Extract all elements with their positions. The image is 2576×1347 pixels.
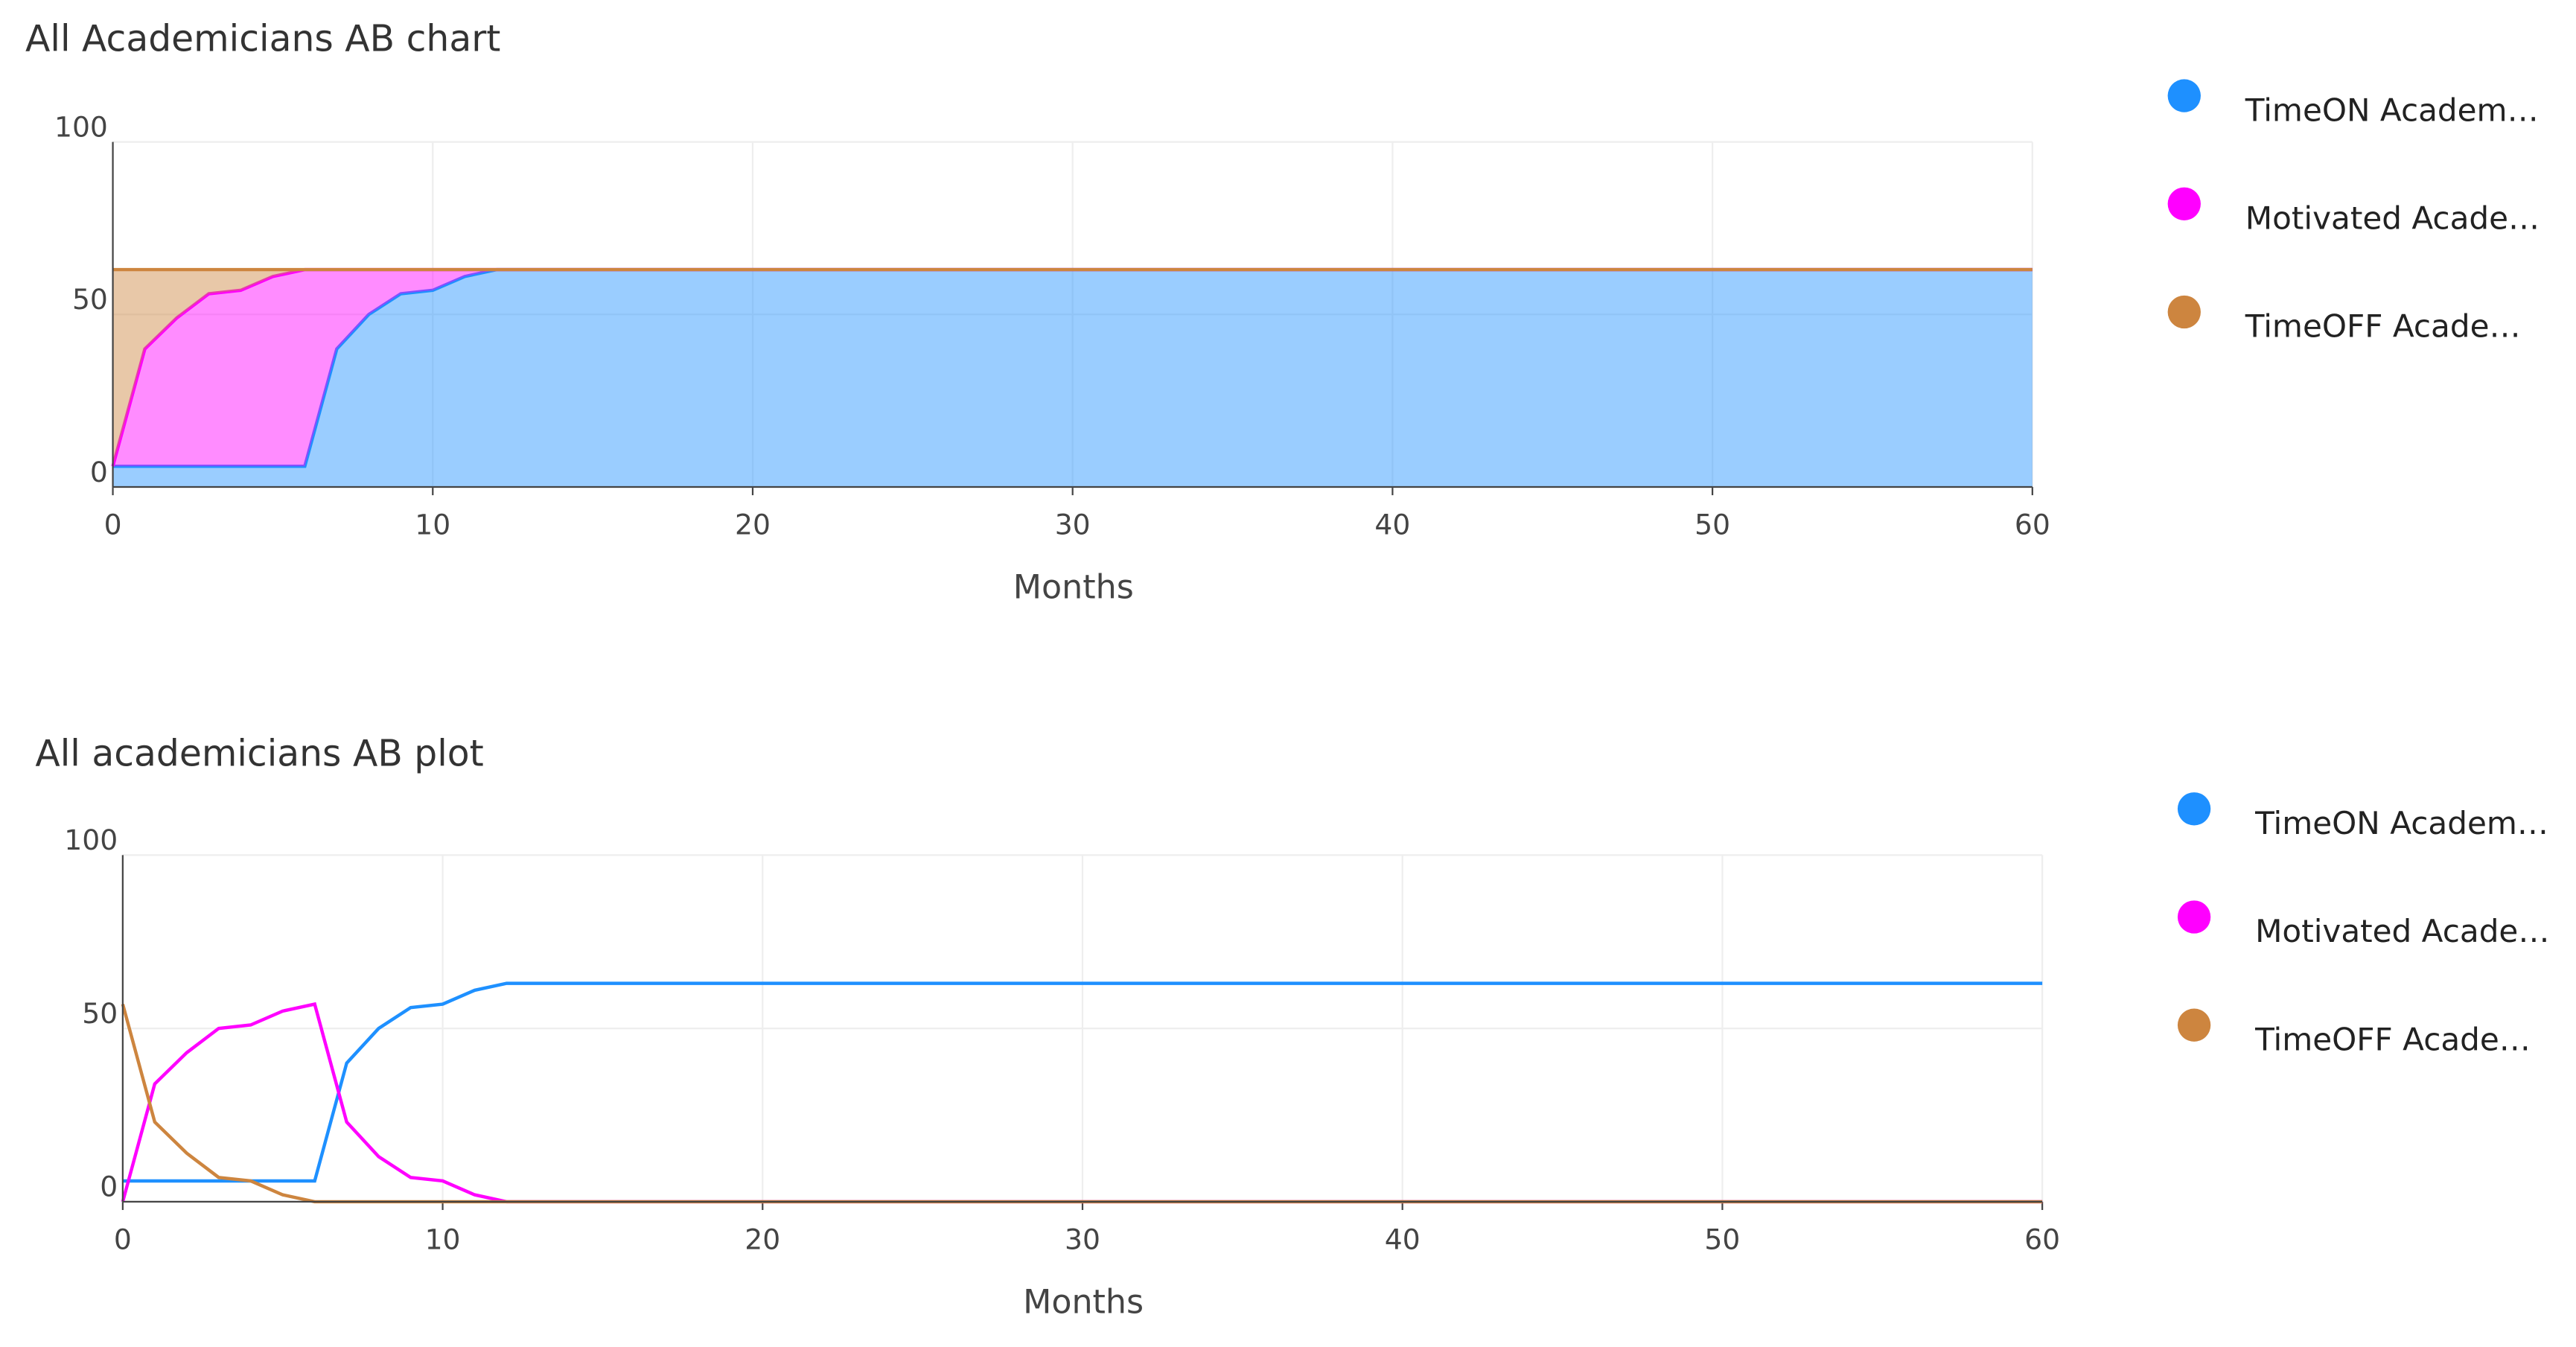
x-axis-title: Months [1013, 568, 1134, 606]
x-axis-title: Months [1023, 1283, 1144, 1321]
area-line [112, 267, 2033, 468]
x-tick-label: 40 [1374, 509, 1410, 541]
area-fill [112, 270, 2033, 467]
legend-label: TimeOFF Acade… [2254, 1021, 2531, 1057]
legend-marker [2167, 79, 2201, 112]
y-tick-label: 0 [100, 1171, 118, 1203]
legend-label: TimeOFF Acade… [2245, 308, 2521, 345]
legend-label: TimeON Academ… [2254, 805, 2548, 841]
x-tick-label: 60 [2015, 509, 2050, 541]
area-fill [112, 270, 2033, 487]
y-tick-label: 0 [90, 456, 108, 488]
x-tick-label: 10 [425, 1223, 461, 1256]
y-tick-label: 100 [64, 824, 118, 856]
x-tick-label: 50 [1704, 1223, 1740, 1256]
x-tick-label: 50 [1695, 509, 1730, 541]
legend-label: Motivated Acade… [2245, 200, 2540, 236]
legend-label: Motivated Acade… [2255, 913, 2549, 949]
legend-marker [2167, 295, 2201, 329]
x-tick-label: 20 [745, 1223, 780, 1256]
x-tick-label: 0 [114, 1223, 132, 1256]
x-tick-label: 20 [735, 509, 771, 541]
x-tick-label: 10 [415, 509, 450, 541]
legend-label: TimeON Academ… [2245, 92, 2539, 128]
line [121, 1002, 2043, 1204]
x-tick-label: 0 [104, 509, 122, 541]
legend-marker [2177, 1008, 2211, 1042]
legend-marker [2177, 900, 2211, 934]
x-tick-label: 60 [2024, 1223, 2060, 1256]
legend-marker [2177, 792, 2211, 826]
y-tick-label: 50 [82, 997, 118, 1030]
y-tick-label: 100 [54, 110, 108, 143]
line [122, 981, 2043, 1183]
x-tick-label: 30 [1065, 1223, 1100, 1256]
legend-marker [2167, 187, 2201, 220]
x-tick-label: 30 [1055, 509, 1091, 541]
chart-title: All academicians AB plot [35, 732, 483, 774]
y-tick-label: 50 [72, 283, 108, 316]
chart-title: All Academicians AB chart [25, 17, 500, 60]
x-tick-label: 40 [1385, 1223, 1421, 1256]
